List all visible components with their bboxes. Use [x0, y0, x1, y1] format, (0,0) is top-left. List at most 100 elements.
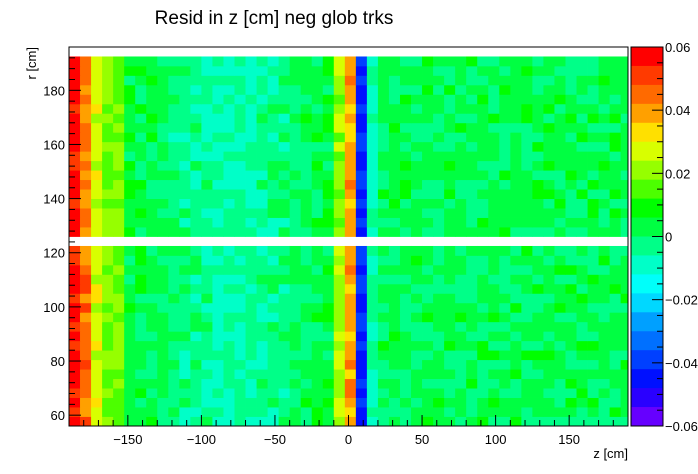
heatmap-cell	[80, 416, 92, 427]
heatmap-cell	[587, 255, 599, 266]
heatmap-cell	[223, 416, 235, 427]
heatmap-cell	[455, 302, 467, 313]
heatmap-cell	[576, 397, 588, 408]
heatmap-cell	[80, 75, 92, 86]
heatmap-cell	[69, 416, 81, 427]
heatmap-cell	[620, 312, 629, 323]
heatmap-cell	[234, 369, 246, 380]
heatmap-cell	[322, 94, 335, 105]
heatmap-cell	[234, 189, 246, 199]
heatmap-cell	[488, 407, 500, 417]
heatmap-cell	[466, 350, 478, 361]
heatmap-cell	[212, 293, 224, 304]
heatmap-cell	[135, 388, 147, 398]
heatmap-cell	[124, 255, 136, 266]
heatmap-cell	[69, 302, 81, 313]
heatmap-cell	[510, 416, 522, 427]
heatmap-cell	[212, 255, 224, 266]
heatmap-cell	[466, 227, 478, 237]
heatmap-cell	[344, 255, 357, 266]
heatmap-cell	[399, 132, 412, 143]
heatmap-cell	[146, 359, 158, 370]
heatmap-cell	[113, 388, 125, 398]
heatmap-cell	[201, 331, 213, 342]
heatmap-cell	[411, 369, 423, 380]
heatmap-cell	[598, 122, 611, 133]
heatmap-cell	[311, 274, 324, 285]
heatmap-cell	[477, 397, 489, 408]
heatmap-cell	[344, 198, 357, 209]
heatmap-cell	[521, 388, 533, 398]
heatmap-cell	[322, 160, 335, 171]
heatmap-cell	[278, 397, 291, 408]
heatmap-cell	[521, 264, 533, 275]
heatmap-cell	[565, 84, 577, 95]
heatmap-cell	[521, 359, 533, 370]
heatmap-cell	[587, 217, 599, 228]
heatmap-cell	[146, 217, 158, 228]
heatmap-cell	[433, 312, 445, 323]
heatmap-cell	[333, 94, 346, 105]
heatmap-cell	[80, 151, 92, 162]
heatmap-cell	[190, 227, 202, 237]
heatmap-cell	[212, 122, 224, 133]
heatmap-cell	[355, 56, 368, 67]
heatmap-cell	[344, 113, 357, 124]
heatmap-cell	[411, 94, 423, 105]
heatmap-cell	[91, 160, 103, 171]
heatmap-cell	[267, 65, 280, 76]
heatmap-cell	[488, 359, 500, 370]
heatmap-cell	[157, 283, 169, 294]
heatmap-cell	[488, 378, 500, 389]
heatmap-cell	[444, 331, 456, 342]
heatmap-cell	[355, 407, 368, 417]
heatmap-cell	[311, 293, 324, 304]
heatmap-cell	[488, 283, 500, 294]
heatmap-cell	[510, 302, 522, 313]
heatmap-cell	[201, 245, 213, 256]
heatmap-cell	[135, 369, 147, 380]
heatmap-cell	[333, 75, 346, 86]
colorbar-swatch	[631, 388, 663, 408]
heatmap-cell	[146, 245, 158, 256]
heatmap-cell	[113, 359, 125, 370]
heatmap-cell	[466, 302, 478, 313]
heatmap-cell	[609, 283, 622, 294]
heatmap-cell	[113, 113, 125, 124]
heatmap-cell	[399, 388, 412, 398]
heatmap-cell	[124, 321, 136, 332]
heatmap-cell	[256, 84, 268, 95]
heatmap-cell	[179, 302, 191, 313]
heatmap-cell	[146, 151, 158, 162]
heatmap-cell	[300, 179, 313, 190]
heatmap-cell	[587, 141, 599, 152]
heatmap-cell	[322, 407, 335, 417]
heatmap-cell	[598, 388, 611, 398]
heatmap-cell	[124, 359, 136, 370]
heatmap-cell	[444, 208, 456, 218]
heatmap-cell	[212, 103, 224, 114]
heatmap-cell	[532, 369, 544, 380]
heatmap-cell	[102, 141, 114, 152]
heatmap-cell	[466, 132, 478, 143]
heatmap-cell	[411, 56, 423, 67]
heatmap-cell	[477, 407, 489, 417]
heatmap-cell	[444, 255, 456, 266]
heatmap-cell	[278, 283, 291, 294]
heatmap-cell	[157, 245, 169, 256]
heatmap-cell	[366, 312, 379, 323]
heatmap-cell	[201, 378, 213, 389]
heatmap-cell	[344, 369, 357, 380]
heatmap-cell	[201, 416, 213, 427]
heatmap-cell	[554, 331, 566, 342]
heatmap-cell	[609, 312, 622, 323]
heatmap-cell	[146, 255, 158, 266]
heatmap-cell	[598, 94, 611, 105]
heatmap-cell	[399, 302, 412, 313]
heatmap-cell	[510, 189, 522, 199]
heatmap-cell	[355, 274, 368, 285]
heatmap-cell	[179, 75, 191, 86]
heatmap-cell	[102, 208, 114, 218]
heatmap-cell	[69, 122, 81, 133]
heatmap-cell	[499, 113, 511, 124]
